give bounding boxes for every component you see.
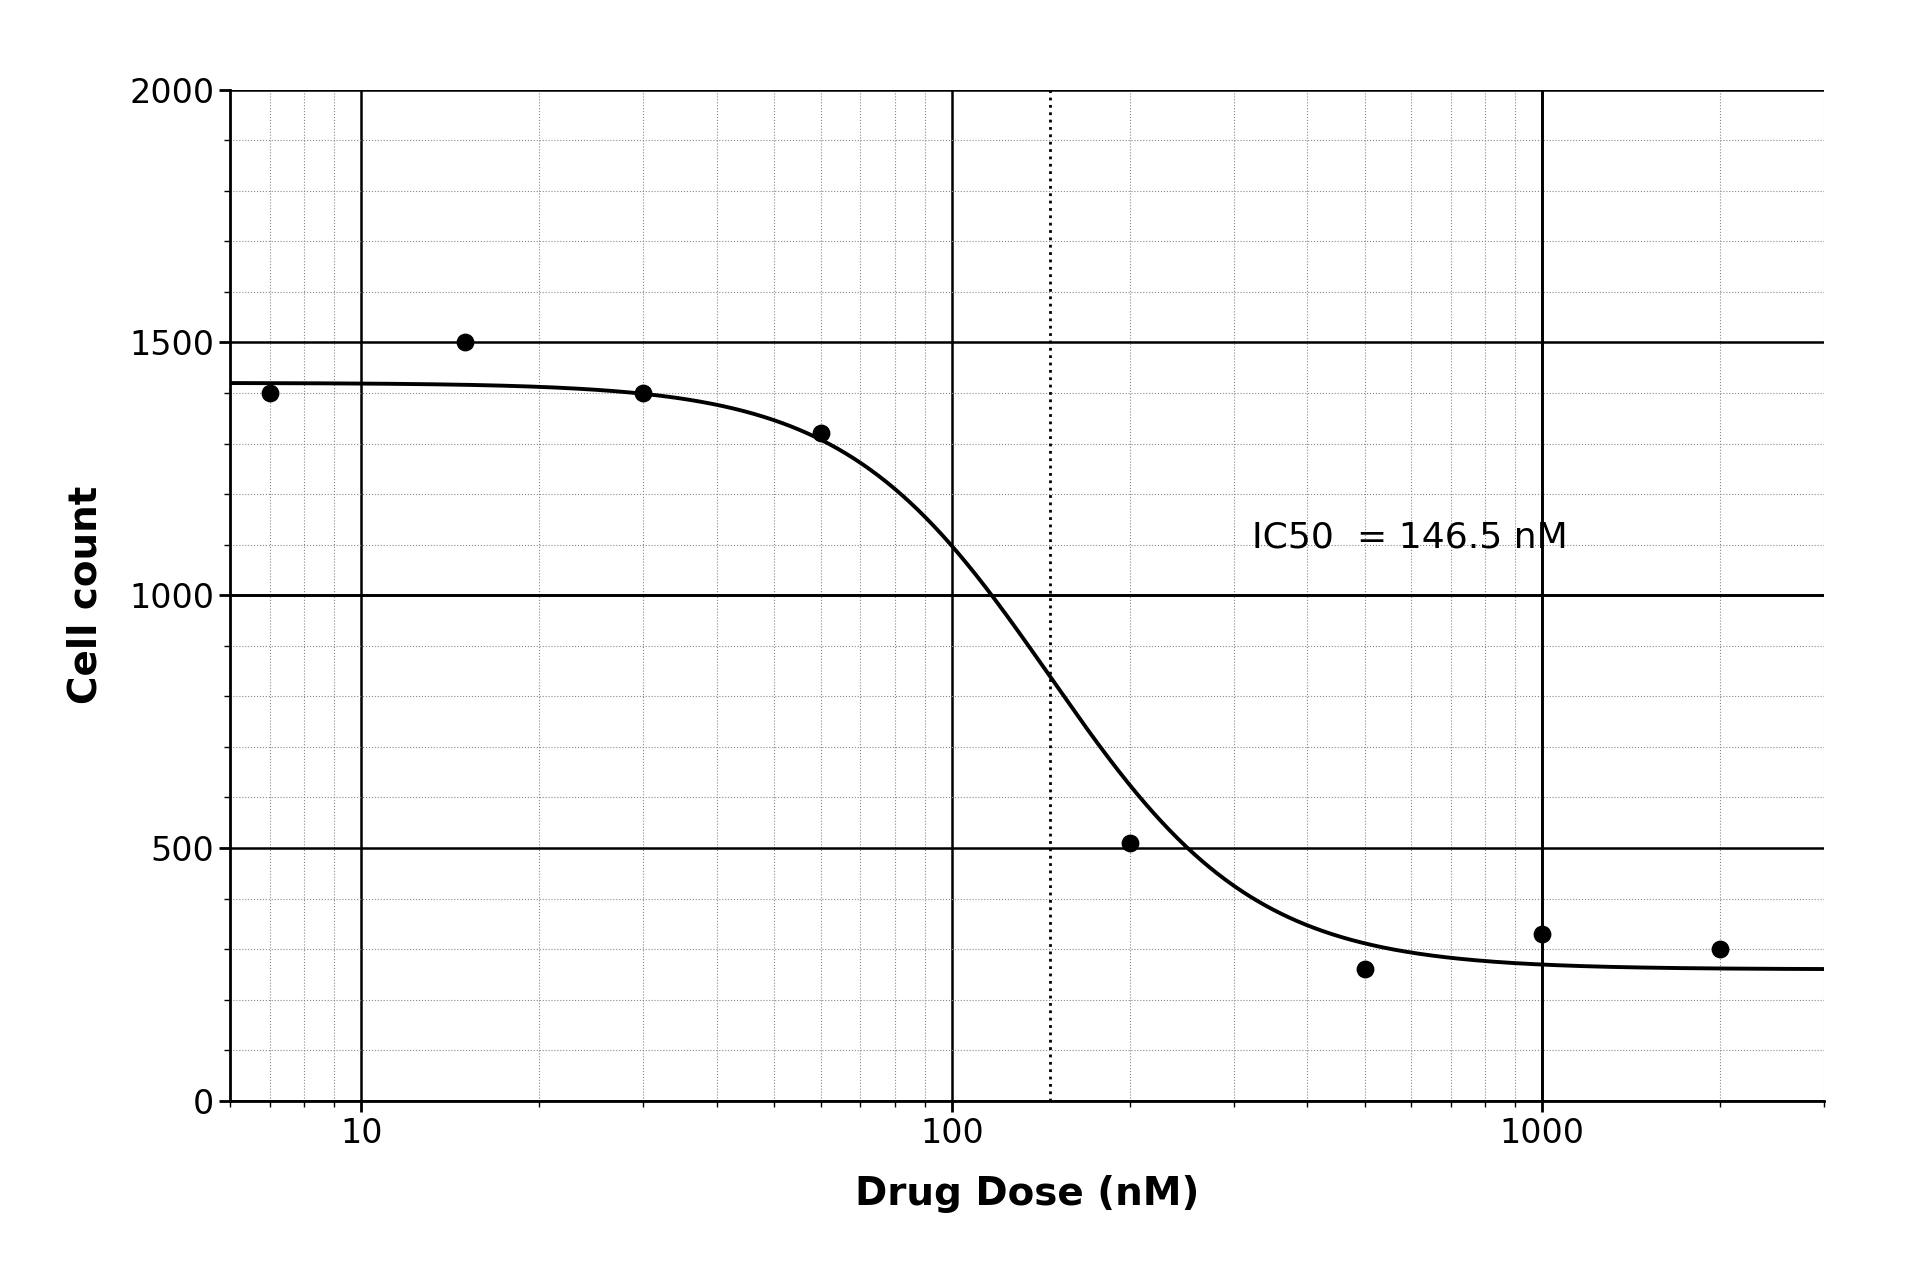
Point: [806, 424, 837, 444]
Point: [1705, 940, 1736, 960]
Point: [449, 332, 480, 352]
Point: [1526, 924, 1557, 945]
Text: IC50  = 146.5 nM: IC50 = 146.5 nM: [1252, 521, 1569, 554]
X-axis label: Drug Dose (nM): Drug Dose (nM): [854, 1175, 1200, 1212]
Point: [1114, 833, 1144, 854]
Y-axis label: Cell count: Cell count: [67, 486, 104, 704]
Point: [628, 383, 659, 403]
Point: [255, 383, 286, 403]
Point: [1350, 959, 1380, 979]
